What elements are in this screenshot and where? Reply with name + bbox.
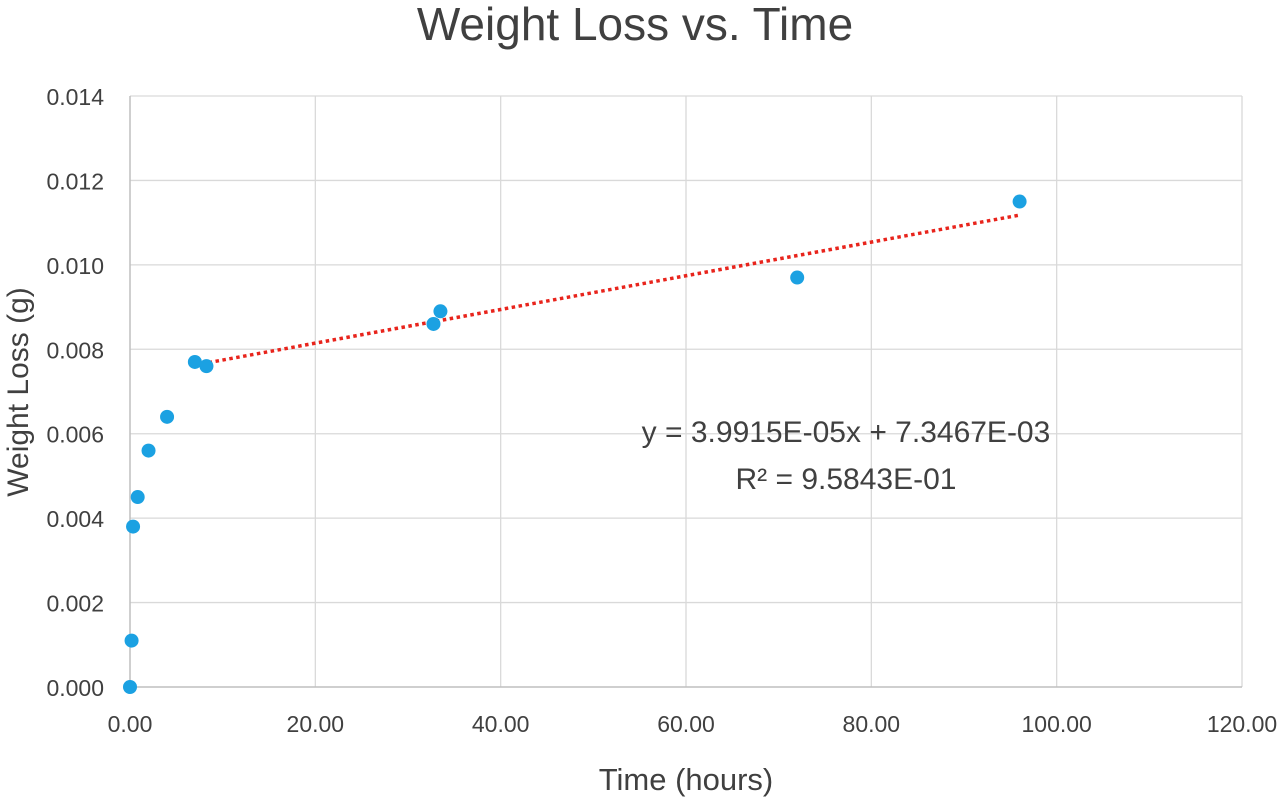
- y-tick-label: 0.006: [46, 422, 104, 448]
- trendline-r-squared: R² = 9.5843E-01: [736, 463, 957, 496]
- data-point: [126, 519, 141, 534]
- data-point: [141, 443, 156, 458]
- x-axis-label: Time (hours): [599, 762, 774, 797]
- data-point: [160, 409, 175, 424]
- y-tick-label: 0.008: [46, 337, 104, 363]
- data-point: [426, 316, 441, 331]
- y-tick-label: 0.000: [46, 675, 104, 701]
- axes: 0.000 0.002 0.004 0.006 0.008 0.010 0.012 0.014…: [46, 84, 1277, 737]
- trendline: [194, 213, 1020, 367]
- data-point: [199, 359, 214, 374]
- x-tick-label: 120.00: [1207, 711, 1277, 737]
- y-tick-label: 0.014: [46, 84, 104, 110]
- trendline-group: [194, 213, 1020, 367]
- data-point: [187, 354, 202, 369]
- data-points: [123, 194, 1027, 694]
- x-tick-label: 100.00: [1021, 711, 1091, 737]
- x-tick-label: 60.00: [657, 711, 715, 737]
- data-point: [130, 490, 145, 505]
- chart-title: Weight Loss vs. Time: [417, 0, 853, 50]
- y-tick-label: 0.010: [46, 253, 104, 279]
- y-axis-label: Weight Loss (g): [2, 287, 35, 497]
- data-point: [124, 633, 139, 648]
- x-tick-label: 20.00: [287, 711, 345, 737]
- data-point: [790, 270, 805, 285]
- x-tick-label: 0.00: [108, 711, 153, 737]
- trendline-equation: y = 3.9915E-05x + 7.3467E-03: [642, 416, 1051, 449]
- data-point: [1012, 194, 1027, 209]
- y-tick-label: 0.004: [46, 506, 104, 532]
- x-tick-label: 80.00: [843, 711, 901, 737]
- y-tick-label: 0.012: [46, 168, 104, 194]
- x-tick-label: 40.00: [472, 711, 530, 737]
- data-point: [123, 680, 137, 694]
- data-point: [433, 304, 448, 319]
- gridlines: [130, 95, 1243, 687]
- labels: Weight Loss vs. Time Time (hours) Weight…: [2, 0, 1050, 797]
- y-tick-label: 0.002: [46, 591, 104, 617]
